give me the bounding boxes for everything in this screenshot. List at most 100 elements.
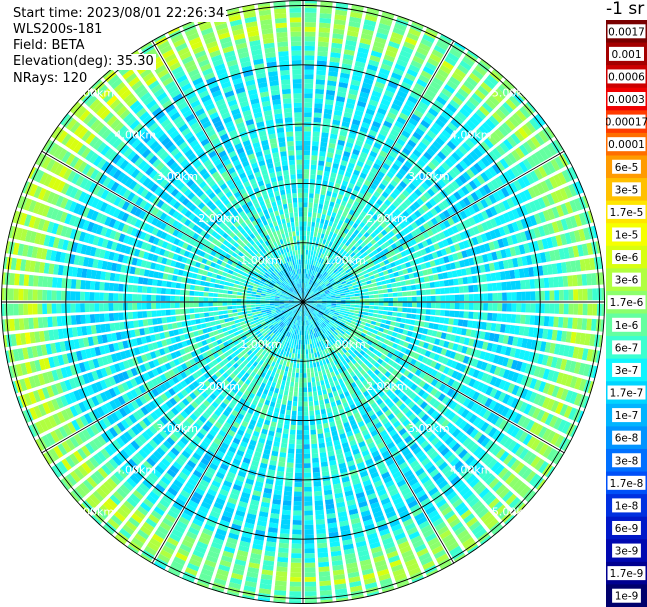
range-gate <box>318 155 326 162</box>
range-gate <box>434 338 441 346</box>
range-gate <box>331 254 337 260</box>
range-gate <box>316 326 320 332</box>
range-gate <box>300 354 303 359</box>
range-gate <box>252 430 260 438</box>
range-gate <box>410 59 423 69</box>
range-gate <box>304 116 312 122</box>
range-gate <box>368 287 374 292</box>
range-gate <box>310 429 317 435</box>
range-gate <box>383 120 393 129</box>
range-gate <box>262 564 274 571</box>
range-gate <box>304 325 306 331</box>
range-gate <box>327 186 334 192</box>
range-gate <box>334 353 339 360</box>
range-gate <box>405 261 412 268</box>
range-gate <box>421 308 427 315</box>
range-gate <box>441 465 452 475</box>
range-gate <box>385 334 392 341</box>
range-gate <box>312 297 317 300</box>
range-gate <box>319 360 324 367</box>
range-gate <box>433 323 439 330</box>
range-gate <box>321 248 326 255</box>
range-gate <box>296 363 300 369</box>
range-gate <box>487 458 498 470</box>
range-gate <box>380 361 388 368</box>
range-gate <box>339 467 348 474</box>
range-gate <box>325 402 331 409</box>
range-gate <box>332 28 345 35</box>
range-gate <box>322 209 328 215</box>
range-gate <box>271 381 277 388</box>
range-gate <box>457 188 466 198</box>
range-gate <box>470 266 477 275</box>
range-gate <box>341 271 347 276</box>
range-gate <box>376 267 383 273</box>
range-gate <box>410 358 417 366</box>
range-gate <box>505 473 516 485</box>
range-gate <box>553 249 561 261</box>
range-gate <box>291 353 295 359</box>
range-gate <box>395 196 404 205</box>
range-gate <box>327 147 335 154</box>
range-gate <box>270 371 276 378</box>
range-gate <box>370 365 377 373</box>
range-gate <box>415 284 421 290</box>
range-gate <box>507 370 515 381</box>
range-gate <box>416 46 429 57</box>
range-gate <box>271 361 276 367</box>
range-gate <box>520 314 526 324</box>
range-gate <box>390 321 396 327</box>
range-gate <box>528 267 535 277</box>
range-gate <box>437 443 447 453</box>
range-gate <box>354 109 364 117</box>
range-gate <box>422 115 433 125</box>
range-gate <box>447 472 458 482</box>
range-gate <box>282 505 292 511</box>
range-gate <box>498 214 507 225</box>
range-gate <box>434 154 444 164</box>
range-gate <box>317 208 323 214</box>
range-gate <box>374 253 381 259</box>
range-gate <box>324 348 329 354</box>
range-gate <box>390 191 398 200</box>
range-gate <box>576 318 583 330</box>
range-gate <box>363 292 370 296</box>
range-gate <box>353 396 360 404</box>
range-gate <box>391 563 404 573</box>
range-gate <box>427 253 434 261</box>
range-gate <box>347 198 355 205</box>
range-gate <box>556 372 564 385</box>
range-gate <box>524 216 533 228</box>
range-gate <box>311 145 319 151</box>
range-gate <box>378 289 384 294</box>
range-gate <box>331 555 343 562</box>
range-gate <box>453 479 464 490</box>
range-gate <box>334 288 340 292</box>
range-gate <box>213 501 224 510</box>
range-gate <box>465 493 477 504</box>
range-gate <box>437 202 446 211</box>
range-gate <box>447 122 458 132</box>
range-gate <box>350 352 357 359</box>
range-gate <box>396 312 403 317</box>
range-gate <box>303 207 308 212</box>
range-gate <box>291 543 302 549</box>
range-gate <box>539 290 545 301</box>
range-gate <box>449 494 461 505</box>
range-gate <box>520 280 526 290</box>
range-gate <box>400 394 409 403</box>
range-gate <box>391 282 397 288</box>
range-gate <box>513 179 523 191</box>
range-gate <box>330 308 336 311</box>
range-gate <box>388 273 395 279</box>
range-gate <box>466 194 475 204</box>
range-gate <box>489 376 498 386</box>
range-gate <box>243 585 257 593</box>
range-gate <box>369 352 376 359</box>
range-gate <box>277 422 283 429</box>
range-gate <box>317 51 328 57</box>
range-gate <box>454 148 465 159</box>
range-gate <box>355 379 362 386</box>
range-gate <box>355 56 367 64</box>
range-gate <box>548 277 554 288</box>
